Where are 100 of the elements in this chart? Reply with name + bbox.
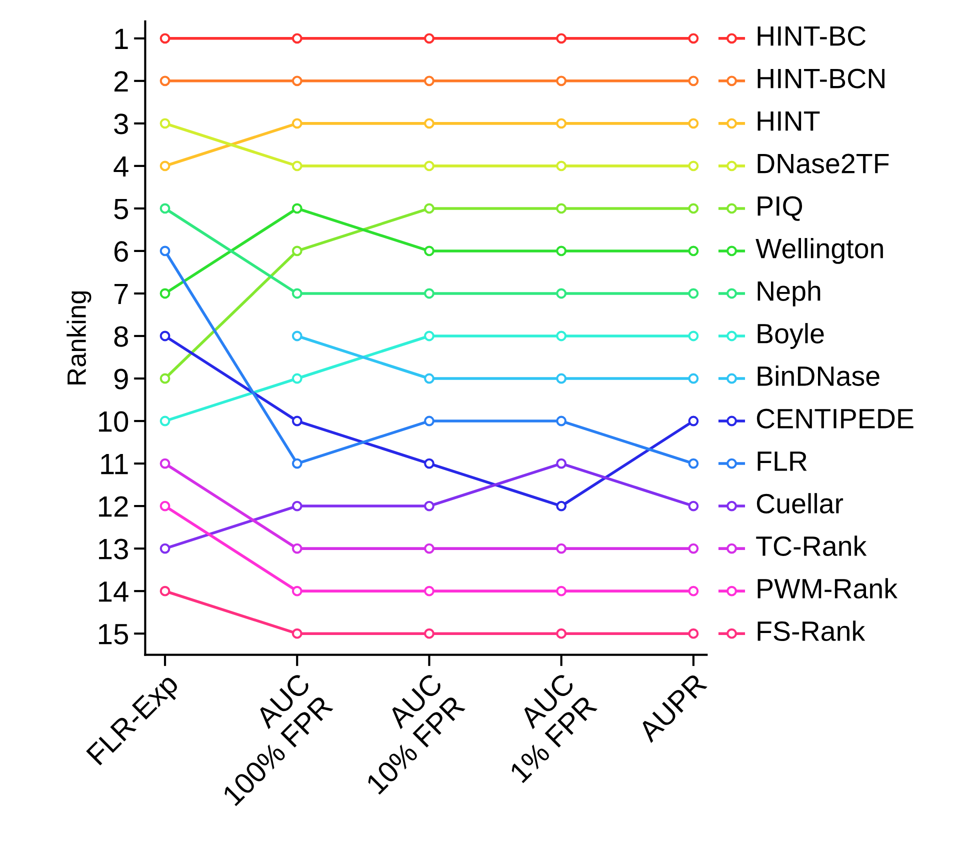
y-tick-label: 11 [101, 454, 128, 474]
legend-label: Wellington [756, 238, 883, 264]
point [556, 543, 567, 554]
point [688, 416, 699, 426]
legend-label: BinDNase [758, 366, 880, 386]
point [556, 160, 567, 172]
point [424, 458, 434, 469]
point [160, 288, 170, 299]
point [556, 628, 567, 639]
point [556, 203, 567, 214]
y-tick-label: 13 [99, 538, 128, 560]
point [160, 458, 170, 469]
point [556, 500, 567, 512]
legend-label: PIQ [758, 196, 802, 221]
point [292, 160, 302, 172]
point [688, 203, 699, 214]
legend-label: Neph [758, 280, 820, 306]
point [424, 628, 434, 639]
y-tick-label: 4 [114, 156, 128, 177]
point [688, 76, 699, 86]
point [292, 203, 302, 214]
legend-label: HINT [758, 112, 820, 131]
point [424, 586, 434, 596]
point [424, 33, 434, 44]
point [292, 288, 302, 299]
point [160, 118, 170, 129]
point [556, 458, 567, 469]
legend-label: CENTIPEDE [756, 408, 914, 428]
point [292, 373, 302, 384]
point [160, 246, 170, 256]
y-tick-label: 5 [114, 198, 128, 220]
point [160, 416, 170, 426]
point [424, 416, 434, 426]
point [292, 330, 302, 342]
point [160, 586, 170, 596]
point [688, 628, 699, 639]
point [556, 288, 567, 299]
point [160, 160, 170, 172]
point [688, 330, 699, 342]
point [688, 246, 699, 256]
point [556, 373, 567, 384]
y-tick-label: 14 [99, 582, 128, 602]
y-tick-label: 2 [114, 71, 128, 92]
point [160, 203, 170, 214]
legend-label: HINT-BC [758, 26, 866, 46]
point [424, 500, 434, 512]
point [160, 543, 170, 554]
legend-label: FLR [758, 452, 807, 471]
y-tick-label: 9 [114, 368, 128, 390]
point [688, 373, 699, 384]
point [424, 373, 434, 384]
point [160, 33, 170, 44]
point [688, 288, 699, 299]
point [160, 373, 170, 384]
legend-label: PWM-Rank [758, 578, 898, 599]
legend-label: FS-Rank [758, 620, 866, 642]
point [556, 33, 567, 44]
y-tick-label: 3 [114, 114, 128, 134]
point [688, 543, 699, 554]
y-tick-label: 8 [114, 326, 128, 347]
point [292, 543, 302, 554]
point [424, 203, 434, 214]
y-tick-label: 6 [114, 241, 128, 262]
point [424, 246, 434, 256]
point [556, 118, 567, 129]
point [688, 118, 699, 129]
point [688, 586, 699, 596]
point [292, 586, 302, 596]
legend-label: HINT-BCN [758, 68, 884, 88]
point [424, 76, 434, 86]
point [292, 458, 302, 469]
point [556, 416, 567, 426]
y-tick-label: 7 [114, 284, 128, 304]
y-tick-label: 12 [99, 496, 128, 517]
point [160, 500, 170, 512]
point [688, 458, 699, 469]
y-tick-label: 1 [115, 28, 128, 49]
legend-label: TC-Rank [756, 536, 867, 556]
point [688, 500, 699, 512]
point [292, 416, 302, 426]
y-tick-label: 10 [99, 411, 128, 432]
point [292, 246, 302, 256]
point [424, 288, 434, 299]
legend-label: DNase2TF [758, 154, 889, 174]
point [556, 246, 567, 256]
point [160, 330, 170, 342]
point [556, 586, 567, 596]
legend-label: Cuellar [756, 493, 844, 514]
point [688, 160, 699, 172]
point [688, 33, 699, 44]
point [556, 330, 567, 342]
point [160, 76, 170, 86]
point [424, 118, 434, 129]
y-axis-title: Ranking [66, 291, 92, 384]
point [292, 33, 302, 44]
point [292, 118, 302, 129]
point [424, 330, 434, 342]
legend-label: Boyle [758, 323, 824, 349]
point [424, 160, 434, 172]
point [292, 500, 302, 512]
